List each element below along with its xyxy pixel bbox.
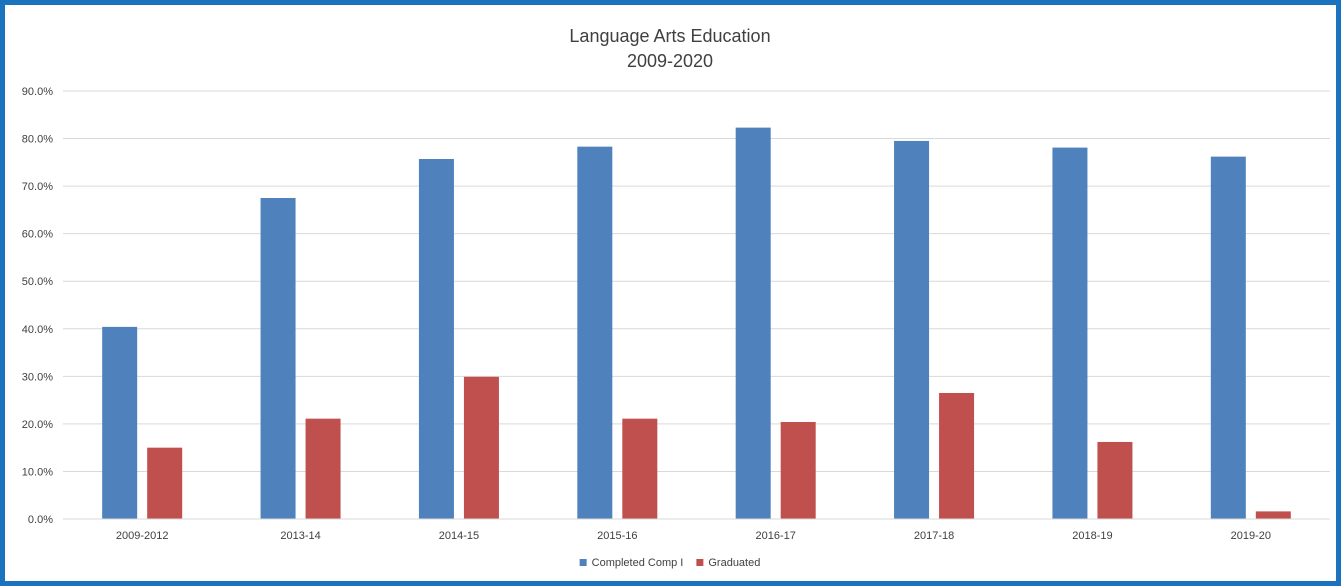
y-tick-label: 30.0% (22, 371, 53, 383)
legend-label: Graduated (708, 557, 760, 569)
bar-completed-comp-i-2016-17 (735, 127, 771, 520)
y-tick-label: 80.0% (22, 134, 53, 146)
x-tick-label: 2013-14 (280, 530, 320, 542)
chart-title-line-1: Language Arts Education (569, 26, 770, 46)
x-tick-label: 2017-18 (914, 530, 954, 542)
y-tick-label: 10.0% (22, 466, 53, 478)
chart-title-line-2: 2009-2020 (627, 51, 713, 71)
bar-completed-comp-i-2017-18 (894, 140, 930, 519)
legend-swatch (579, 559, 587, 566)
legend-label: Completed Comp I (592, 557, 684, 569)
bar-graduated-2013-14 (305, 418, 341, 519)
x-tick-label: 2009-2012 (116, 530, 169, 542)
x-tick-label: 2015-16 (597, 530, 637, 542)
y-axis-tick-labels: 0.0% 10.0% 20.0% 30.0% 40.0% 50.0% 60.0% 70.0% 8… (22, 86, 53, 526)
x-axis-tick-labels: 2009-2012 2013-14 2014-15 2015-16 2016-17 201… (116, 530, 1271, 542)
bar-completed-comp-i-2018-19 (1052, 147, 1088, 519)
bar-completed-comp-i-2009-2012 (102, 326, 138, 519)
y-tick-label: 0.0% (28, 514, 53, 526)
bar-graduated-2019-20 (1255, 511, 1291, 519)
y-tick-label: 90.0% (22, 86, 53, 98)
x-tick-label: 2018-19 (1072, 530, 1112, 542)
y-tick-label: 50.0% (22, 276, 53, 288)
y-tick-label: 40.0% (22, 324, 53, 336)
legend-item: Completed Comp I (579, 557, 684, 569)
bars (102, 127, 1291, 520)
y-tick-label: 70.0% (22, 181, 53, 193)
y-tick-label: 60.0% (22, 229, 53, 241)
bar-completed-comp-i-2019-20 (1210, 156, 1246, 520)
bar-completed-comp-i-2013-14 (260, 198, 296, 519)
legend-swatch (696, 559, 704, 566)
x-tick-label: 2019-20 (1231, 530, 1271, 542)
bar-completed-comp-i-2014-15 (418, 159, 454, 519)
x-tick-label: 2014-15 (439, 530, 479, 542)
gridlines (63, 90, 1330, 472)
bar-graduated-2016-17 (780, 421, 816, 519)
legend-item: Graduated (696, 557, 760, 569)
x-tick-label: 2016-17 (756, 530, 796, 542)
bar-graduated-2015-16 (622, 418, 658, 519)
bar-graduated-2017-18 (939, 392, 975, 519)
bar-graduated-2009-2012 (147, 447, 183, 519)
y-tick-label: 20.0% (22, 419, 53, 431)
bar-completed-comp-i-2015-16 (577, 146, 613, 519)
bar-graduated-2014-15 (463, 376, 499, 519)
legend: Completed Comp I Graduated (579, 557, 760, 569)
bar-graduated-2018-19 (1097, 441, 1133, 519)
